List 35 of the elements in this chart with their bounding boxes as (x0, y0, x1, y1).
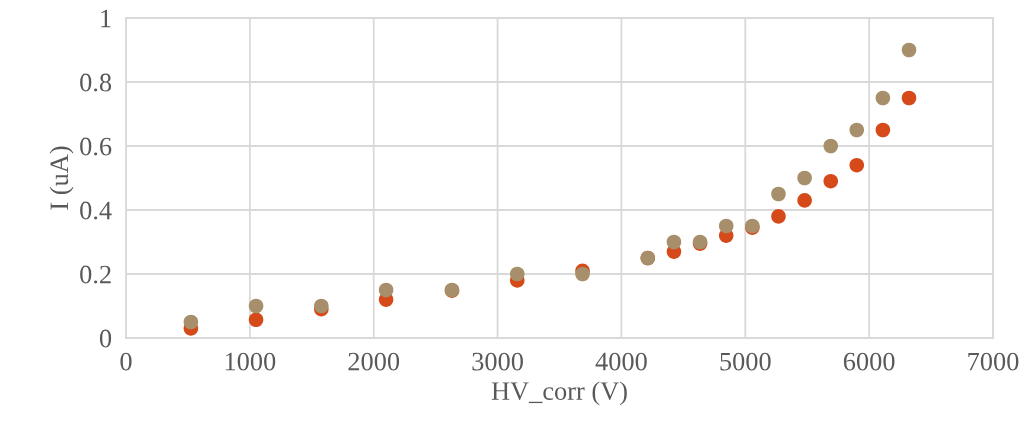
point (901, 90, 917, 106)
point (875, 122, 891, 138)
x-tick-label: 5000 (720, 352, 771, 371)
y-tick-label: 1 (101, 9, 111, 28)
point (248, 298, 264, 314)
x-tick-label: 7000 (968, 352, 1019, 371)
x-tick-label: 0 (120, 352, 132, 371)
point (797, 193, 812, 208)
x-axis-title: HV_corr (V) (491, 381, 627, 406)
x-tick-label: 4000 (595, 352, 647, 371)
point (378, 282, 394, 298)
point (509, 266, 525, 282)
y-tick-label: 0.2 (80, 265, 111, 284)
point (849, 122, 865, 138)
point (875, 90, 891, 106)
point (248, 312, 264, 328)
point (823, 138, 839, 154)
point (183, 314, 199, 330)
y-tick-label: 0 (99, 329, 112, 348)
point (849, 157, 865, 173)
point (823, 173, 839, 189)
y-tick-label: 0.6 (80, 137, 112, 156)
point (901, 42, 917, 58)
point (718, 218, 734, 234)
point (797, 170, 812, 186)
x-tick-label: 6000 (843, 352, 895, 371)
x-tick-label: 3000 (472, 352, 523, 371)
y-axis-title: I (uA) (49, 146, 74, 210)
point (771, 209, 786, 224)
x-tick-label: 2000 (348, 352, 400, 371)
y-tick-label: 0.8 (80, 73, 112, 92)
point (771, 186, 786, 202)
x-tick-label: 1000 (225, 352, 276, 371)
y-tick-label: 0.4 (80, 201, 112, 220)
point (666, 234, 682, 250)
